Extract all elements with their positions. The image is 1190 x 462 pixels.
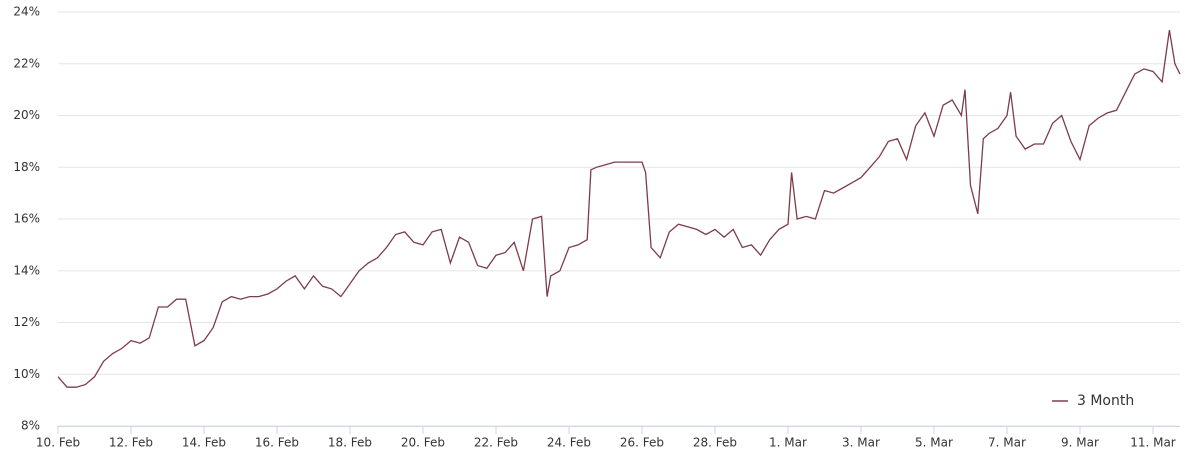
y-tick-label: 22%	[13, 56, 40, 70]
y-tick-label: 8%	[21, 419, 40, 433]
x-tick-label: 3. Mar	[842, 436, 880, 450]
y-tick-label: 16%	[13, 212, 40, 226]
y-tick-label: 20%	[13, 108, 40, 122]
legend-label: 3 Month	[1077, 393, 1134, 409]
x-tick-label: 11. Mar	[1130, 436, 1176, 450]
x-tick-label: 20. Feb	[401, 436, 445, 450]
x-tick-label: 9. Mar	[1061, 436, 1099, 450]
data-line	[57, 29, 1181, 388]
x-tick-label: 24. Feb	[547, 436, 591, 450]
y-tick-label: 14%	[13, 263, 40, 277]
x-tick-label: 28. Feb	[693, 436, 737, 450]
y-tick-label: 18%	[13, 160, 40, 174]
y-tick-label: 10%	[13, 367, 40, 381]
x-tick-label: 7. Mar	[988, 436, 1026, 450]
y-tick-label: 12%	[13, 315, 40, 329]
x-tick-label: 5. Mar	[915, 436, 953, 450]
x-tick-label: 10. Feb	[36, 436, 80, 450]
x-tick-label: 22. Feb	[474, 436, 518, 450]
y-tick-label: 24%	[13, 5, 40, 19]
x-tick-label: 26. Feb	[620, 436, 664, 450]
x-tick-label: 14. Feb	[182, 436, 226, 450]
x-tick-label: 16. Feb	[255, 436, 299, 450]
x-tick-label: 18. Feb	[328, 436, 372, 450]
x-tick-label: 12. Feb	[109, 436, 153, 450]
x-tick-label: 1. Mar	[769, 436, 807, 450]
